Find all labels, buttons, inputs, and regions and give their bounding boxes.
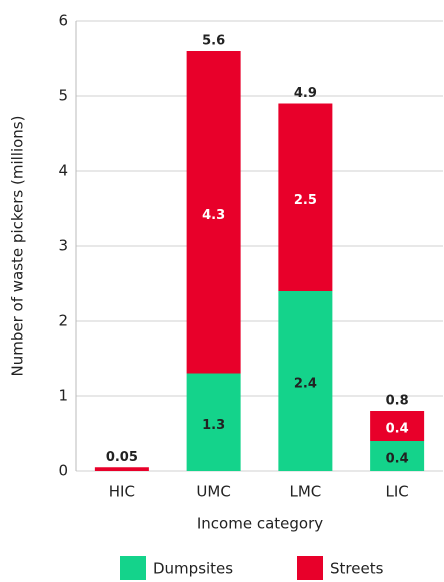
- y-tick-label: 3: [58, 237, 68, 255]
- legend-swatch: [120, 556, 146, 580]
- legend-swatch: [297, 556, 323, 580]
- bar-segment: [186, 373, 241, 471]
- segment-label: 2.5: [294, 193, 317, 208]
- segment-label: 2.4: [294, 377, 317, 392]
- total-label: 0.8: [386, 394, 409, 409]
- legend-label: Streets: [330, 560, 384, 578]
- y-tick-label: 6: [58, 12, 68, 30]
- segment-label: 0.4: [386, 452, 409, 467]
- total-label: 0.05: [106, 450, 138, 465]
- y-tick-label: 2: [58, 312, 68, 330]
- total-label: 5.6: [202, 34, 225, 49]
- segment-label: 0.4: [386, 422, 409, 437]
- y-axis-title: Number of waste pickers (millions): [9, 116, 27, 377]
- total-label: 4.9: [294, 86, 317, 101]
- y-tick-label: 5: [58, 87, 68, 105]
- x-tick-label: HIC: [109, 483, 135, 501]
- segment-label: 4.3: [202, 208, 225, 223]
- bar-segment: [278, 103, 333, 291]
- y-tick-label: 1: [58, 387, 68, 405]
- bar-segment: [186, 51, 241, 374]
- x-tick-label: UMC: [196, 483, 230, 501]
- x-tick-label: LIC: [385, 483, 408, 501]
- y-tick-label: 0: [58, 462, 68, 480]
- bar-segment: [94, 467, 149, 471]
- segment-label: 1.3: [202, 418, 225, 433]
- bar-segment: [370, 411, 425, 441]
- bar-segment: [370, 441, 425, 471]
- x-tick-label: LMC: [289, 483, 321, 501]
- bar-segment: [278, 291, 333, 471]
- legend-label: Dumpsites: [153, 560, 233, 578]
- x-axis-title: Income category: [197, 515, 323, 533]
- y-tick-label: 4: [58, 162, 68, 180]
